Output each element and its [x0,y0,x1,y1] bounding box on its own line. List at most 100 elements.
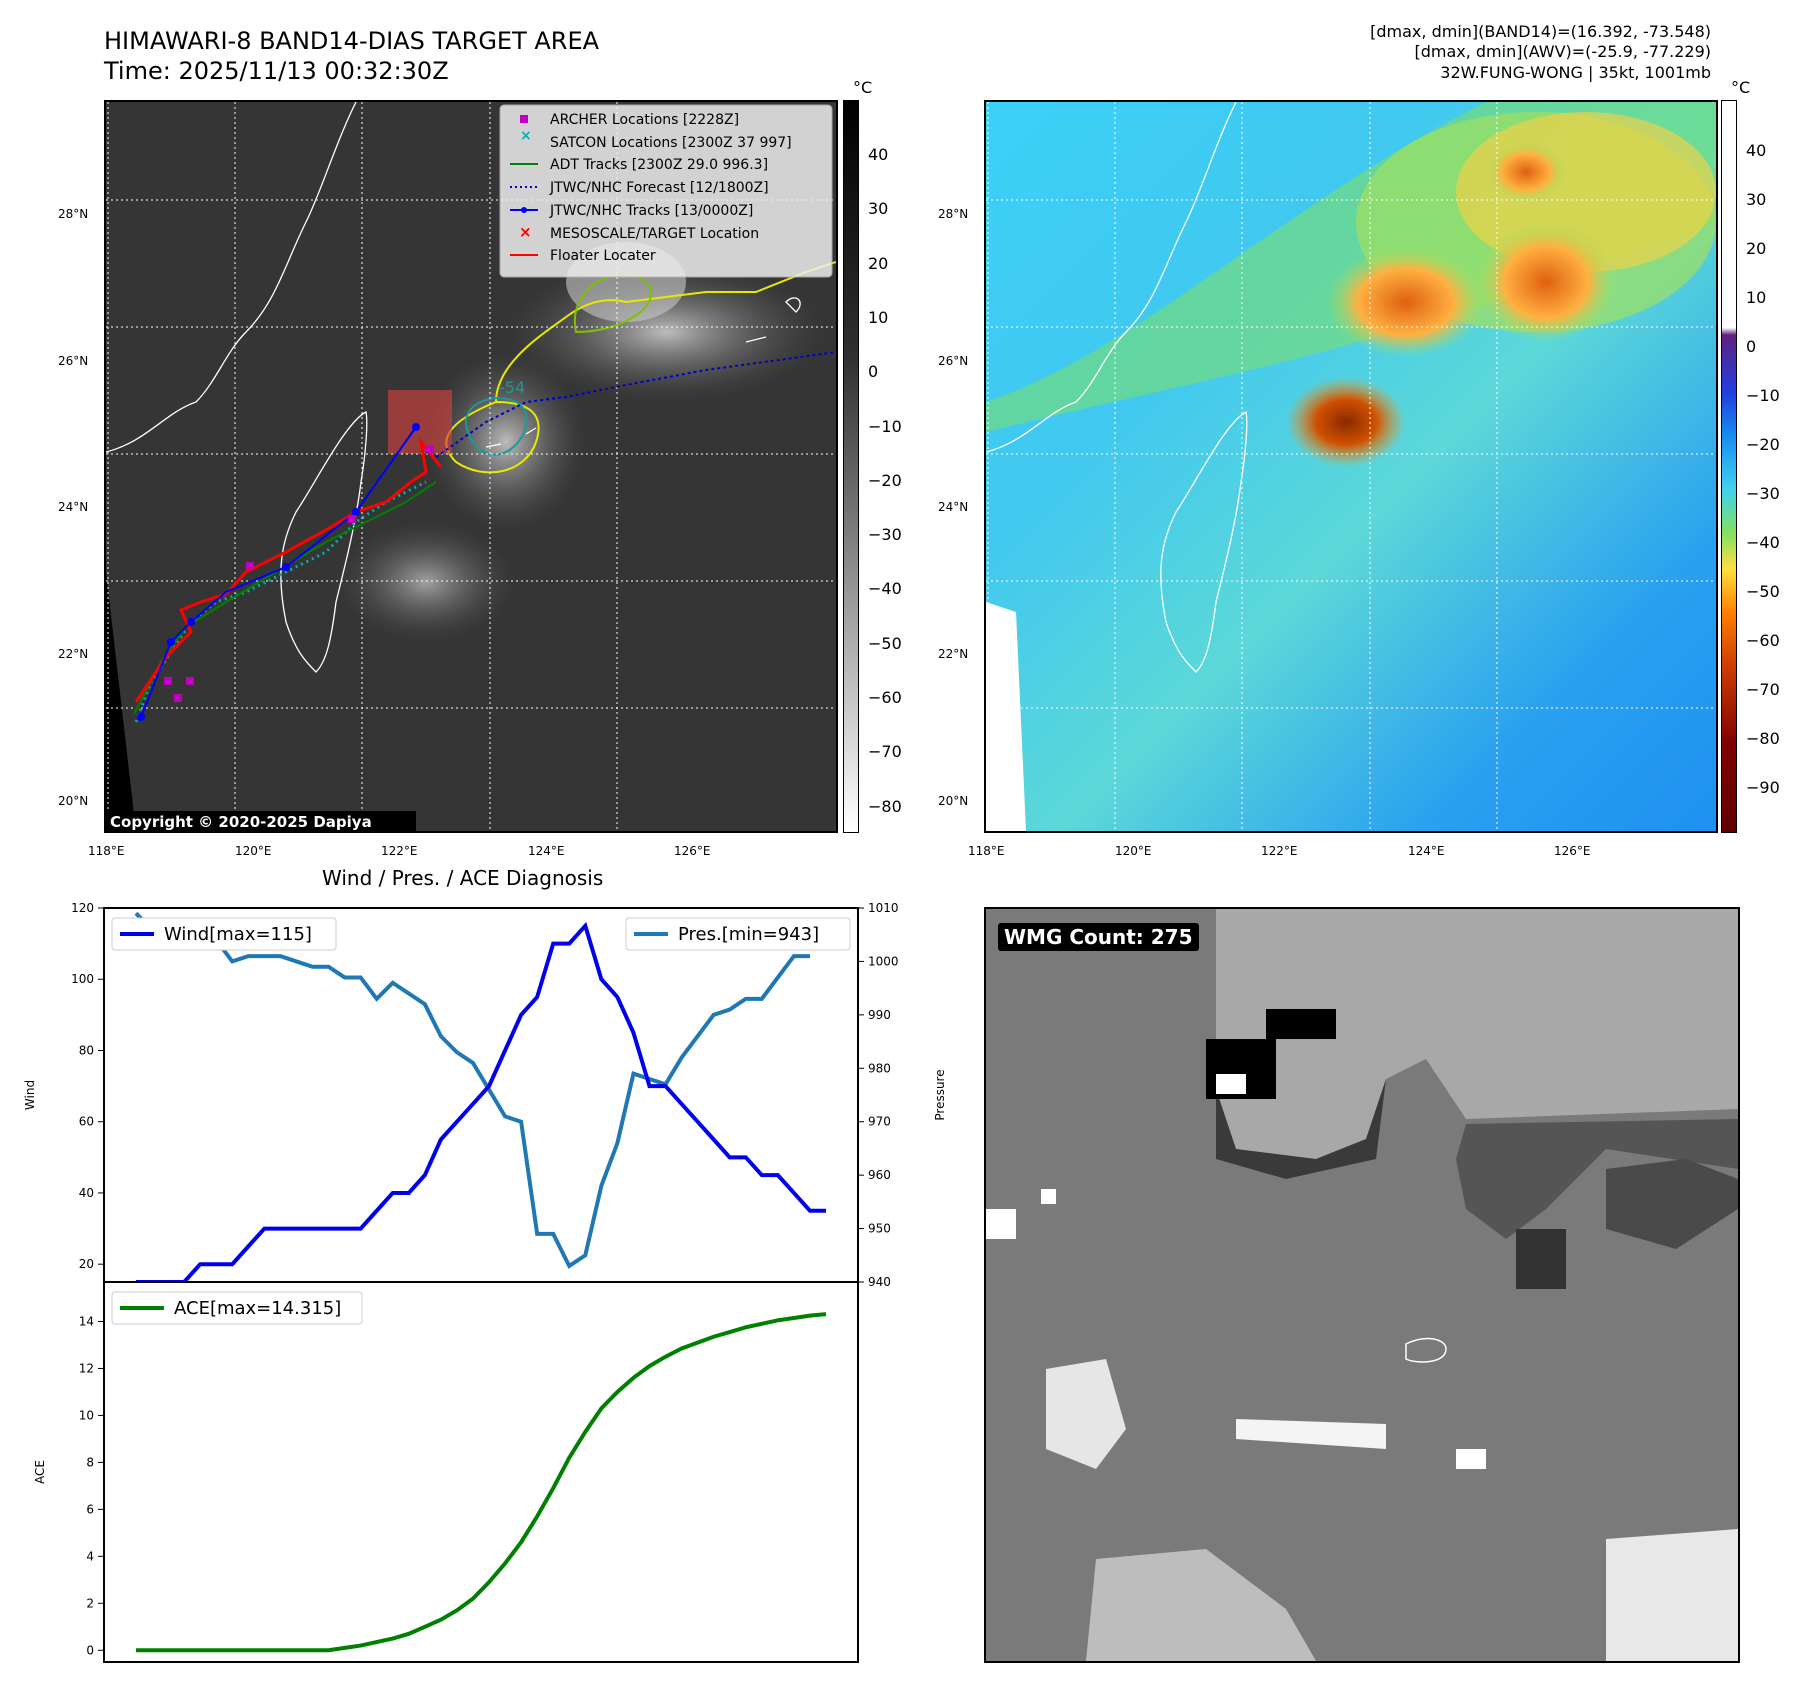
legend-adt: ADT Tracks [2300Z 29.0 996.3] [550,157,768,173]
legend-satcon: SATCON Locations [2300Z 37 997] [550,135,792,151]
lon-label: 118°E [968,844,1005,858]
y2-tick-label: 1000 [868,954,899,968]
lat-label: 24°N [58,500,89,514]
contour-teal [464,397,528,456]
y-tick-label: 10 [79,1408,94,1422]
lat-label: 26°N [58,354,89,368]
colorbar-tick: 20 [868,253,889,273]
stats-line1: [dmax, dmin](BAND14)=(16.392, -73.548) [1370,22,1711,41]
colorbar-tick: −10 [1746,386,1780,405]
no-data-wedge [106,572,136,831]
copyright: Copyright © 2020-2025 Dapiya [110,813,372,831]
diag-title: Wind / Pres. / ACE Diagnosis [322,866,604,890]
y2-tick-label: 990 [868,1008,891,1022]
y2-tick-label: 950 [868,1222,891,1236]
colorbar-tick: 20 [1746,239,1767,258]
lon-label: 122°E [1261,844,1298,858]
island-outline [1405,1337,1447,1363]
legend-forecast: JTWC/NHC Forecast [12/1800Z] [549,180,769,196]
y-tick-label: 100 [71,972,94,986]
colorbar-right-unit: °C [1731,78,1751,97]
svg-text:×: × [520,128,532,144]
figure-title-line1: HIMAWARI-8 BAND14-DIAS TARGET AREA [104,27,600,55]
lon-label: 120°E [235,844,272,858]
y2-axis-label: Pressure [933,1069,947,1120]
lon-label: 124°E [1408,844,1445,858]
cloud-mass [336,522,516,642]
colorbar-tick: −80 [1746,729,1780,748]
contour-label: -54 [499,378,525,397]
legend-archer: ARCHER Locations [2228Z] [550,112,739,128]
diag-charts: 2040608010012094095096097098099010001010… [23,901,947,1663]
lon-label: 126°E [674,844,711,858]
colorbar-tick: 30 [868,199,889,219]
y-tick-label: 40 [79,1186,94,1200]
warm-region [1326,247,1486,357]
map-gridlines [106,102,836,831]
copyright-bg [106,811,416,831]
colorbar-tick: −70 [868,742,902,762]
china-coastline [106,102,357,453]
colorbar-tick: 10 [868,307,889,327]
stats-line2: [dmax, dmin](AWV)=(-25.9, -77.229) [1414,42,1711,61]
cold-contour-green [573,273,653,334]
y2-tick-label: 960 [868,1168,891,1182]
lat-label: 20°N [938,794,969,808]
pres-legend-box [625,917,851,951]
jtwc-track-points [137,423,420,721]
wmg-panel: WMG Count: 275 [984,907,1740,1663]
ace-plot-area [103,1281,859,1663]
wmg-image [986,909,1738,1661]
colorbar-left [843,100,859,833]
taiwan-coastline [1160,411,1248,673]
colorbar-tick: −40 [1746,533,1780,552]
cloud-core [426,352,586,532]
y-tick-label: 60 [79,1115,94,1129]
y2-tick-label: 940 [868,1275,891,1289]
y-tick-label: 6 [86,1502,94,1516]
lat-label: 28°N [58,207,89,221]
ir-map: -54 [106,102,836,831]
lat-label: 26°N [938,354,969,368]
map-gridlines [986,102,1716,831]
colorbar-tick: −90 [1746,778,1780,797]
ace-line [136,1312,827,1653]
forecast-track [435,351,836,458]
colorbar-right [1721,100,1737,833]
pres-legend-label: Pres.[min=943] [678,924,819,945]
y-tick-label: 2 [86,1596,94,1610]
colorbar-tick: −70 [1746,680,1780,699]
colorbar-tick: −60 [868,688,902,707]
y-tick-label: 20 [79,1257,94,1271]
y-tick-label: 12 [79,1361,94,1375]
y-tick-label: 0 [86,1643,94,1657]
colorbar-tick: −30 [868,525,902,545]
y2-tick-label: 980 [868,1061,891,1075]
lat-label: 20°N [58,794,89,808]
svg-text:×: × [519,223,532,241]
colorbar-tick: 0 [868,362,879,382]
wmg-eye-region [1216,909,1738,1159]
cold-cloud-top [1286,377,1406,467]
taiwan-coastline [280,411,368,673]
lon-label: 126°E [1554,844,1591,858]
colorbar-tick: −20 [1746,435,1780,454]
colorbar-tick: −40 [868,579,902,599]
y-tick-label: 8 [86,1455,94,1469]
colorbar-tick: 30 [1746,190,1767,209]
colorbar-left-unit: °C [853,78,873,97]
colorbar-tick: −50 [868,633,902,653]
colorbar-tick: 10 [1746,288,1767,307]
wind-legend-label: Wind[max=115] [164,924,312,945]
awv-map [986,102,1716,831]
awv-map-panel [984,100,1718,833]
lat-label: 22°N [938,647,969,661]
lat-label: 22°N [58,647,89,661]
y-axis-label: Wind [23,1080,37,1110]
colorbar-tick: −60 [1746,631,1780,650]
y-tick-label: 4 [86,1549,94,1563]
wind-legend-box [111,917,337,951]
lon-label: 118°E [88,844,125,858]
y-tick-label: 14 [79,1314,94,1328]
y-axis-label: ACE [33,1460,47,1484]
